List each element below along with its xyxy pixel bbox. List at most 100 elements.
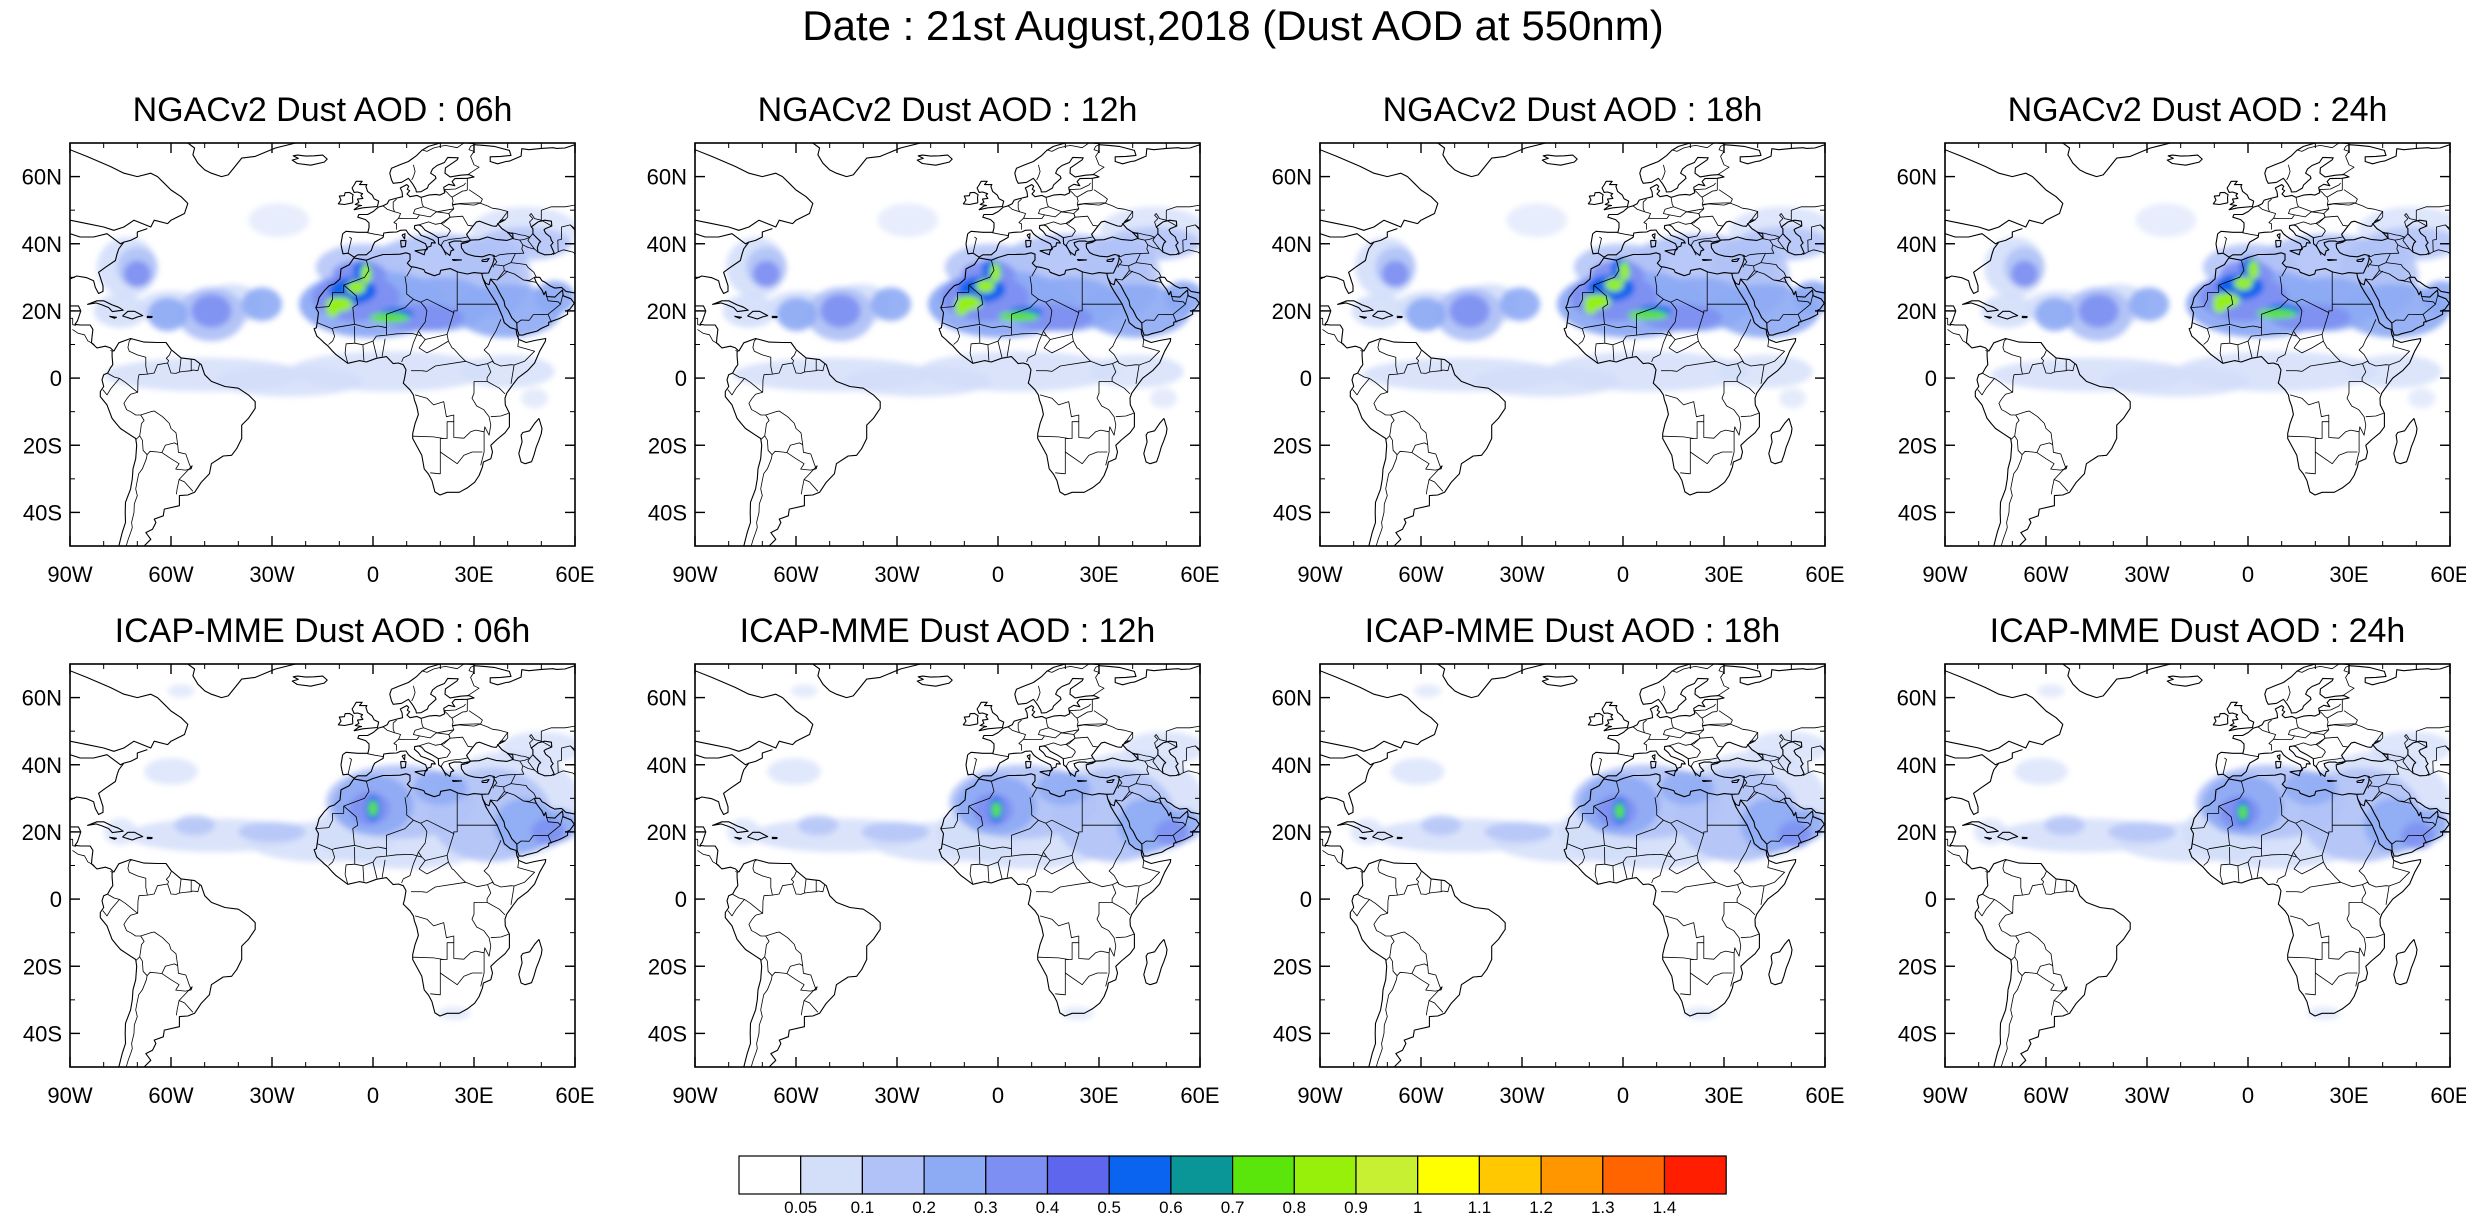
aod-contour — [1154, 819, 1189, 847]
lat-tick-label: 20S — [648, 954, 687, 979]
map-background — [1320, 143, 1825, 546]
aod-contour — [1499, 287, 1541, 321]
lon-tick-label: 90W — [47, 562, 92, 587]
aod-contour — [241, 287, 283, 321]
coastlines — [695, 664, 1200, 1067]
lat-tick-label: 20S — [1898, 433, 1937, 458]
aod-contour — [1036, 771, 1091, 806]
lat-tick-label: 20N — [22, 299, 62, 324]
dust-aod-field — [1973, 684, 2450, 1020]
country-borders — [70, 664, 575, 1067]
lat-tick-label: 0 — [1925, 887, 1937, 912]
lon-tick-label: 60E — [1180, 1083, 1219, 1108]
lon-tick-label: 60E — [555, 1083, 594, 1108]
lat-tick-label: 0 — [675, 366, 687, 391]
lon-tick-label: 90W — [1297, 562, 1342, 587]
aod-contour — [1405, 297, 1446, 332]
colorbar-label: 1.2 — [1529, 1198, 1553, 1215]
aod-contour — [975, 279, 995, 293]
lon-tick-label: 60E — [1805, 562, 1844, 587]
aod-contour — [2014, 758, 2068, 785]
map-background — [70, 664, 575, 1067]
aod-contour — [2135, 203, 2197, 237]
colorbar-box — [861, 1155, 925, 1195]
lon-tick-label: 0 — [367, 1083, 379, 1108]
lat-tick-label: 0 — [50, 887, 62, 912]
map-panel: 60N 40N 20N 0 20S 40S 90W 60W 30W 0 30E 60E — [1897, 142, 2466, 587]
colorbar-label: 0.3 — [974, 1198, 998, 1215]
lon-tick-label: 0 — [2242, 1083, 2254, 1108]
lat-tick-label: 40S — [1898, 500, 1937, 525]
colorbar-label: 0.4 — [1036, 1198, 1060, 1215]
lat-tick-label: 0 — [1300, 887, 1312, 912]
colorbar-box — [800, 1155, 864, 1195]
map-background — [695, 664, 1200, 1067]
lon-tick-label: 90W — [1922, 1083, 1967, 1108]
lat-tick-label: 60N — [647, 165, 687, 190]
panel-title: NGACv2 Dust AOD : 12h — [757, 91, 1138, 129]
lon-tick-label: 30W — [1499, 562, 1544, 587]
dust-aod-field — [1980, 203, 2450, 409]
aod-contour — [521, 388, 549, 409]
aod-contour — [325, 304, 340, 317]
country-borders — [695, 143, 1200, 546]
aod-contour — [767, 758, 822, 785]
aod-contour — [346, 280, 366, 295]
coastlines — [1320, 664, 1825, 1067]
lat-tick-label: 40N — [1897, 232, 1937, 257]
lat-tick-label: 40N — [1272, 753, 1312, 778]
lat-tick-label: 40N — [1272, 232, 1312, 257]
map-panel: 60N 40N 20N 0 20S 40S 90W 60W 30W 0 30E 60E — [647, 142, 1220, 587]
colorbar-box — [1602, 1155, 1666, 1195]
aod-contour — [368, 800, 378, 817]
lon-tick-label: 90W — [1297, 1083, 1342, 1108]
aod-contour — [776, 297, 817, 332]
coastlines — [1945, 143, 2450, 546]
lon-tick-label: 0 — [992, 562, 1004, 587]
lon-tick-label: 30E — [1079, 562, 1118, 587]
aod-contour — [1779, 388, 1807, 409]
aod-contour — [861, 821, 929, 842]
country-borders — [70, 143, 575, 546]
map-background — [1320, 664, 1825, 1067]
lon-tick-label: 30E — [2329, 562, 2368, 587]
colorbar-label: 1.3 — [1591, 1198, 1615, 1215]
lat-tick-label: 20S — [23, 954, 62, 979]
colorbar-box — [738, 1155, 802, 1195]
country-borders — [1320, 143, 1825, 546]
aod-contour — [752, 260, 780, 288]
country-borders — [1945, 143, 2450, 546]
lon-tick-label: 30E — [1704, 1083, 1743, 1108]
lon-tick-label: 60W — [148, 562, 193, 587]
lon-tick-label: 0 — [367, 562, 379, 587]
lon-tick-label: 60W — [2023, 562, 2068, 587]
map-background — [695, 143, 1200, 546]
lon-tick-label: 30W — [874, 1083, 919, 1108]
colorbar-box — [985, 1155, 1049, 1195]
aod-contour — [2044, 815, 2085, 836]
lat-tick-label: 40S — [23, 500, 62, 525]
lon-tick-label: 0 — [2242, 562, 2254, 587]
colorbar-label: 1 — [1413, 1198, 1422, 1215]
lat-tick-label: 60N — [22, 686, 62, 711]
aod-contour — [870, 287, 912, 321]
colorbar-label: 0.1 — [851, 1198, 875, 1215]
lat-tick-label: 20S — [23, 433, 62, 458]
aod-contour — [790, 684, 818, 698]
aod-contour — [500, 731, 575, 765]
lat-tick-label: 40S — [1273, 500, 1312, 525]
lon-tick-label: 30W — [2124, 562, 2169, 587]
lon-tick-label: 30W — [249, 1083, 294, 1108]
coastlines — [70, 664, 575, 1067]
aod-contour — [288, 351, 491, 392]
aod-contour — [820, 294, 861, 328]
aod-contour — [1546, 351, 1749, 392]
aod-contour — [877, 203, 939, 237]
aod-contour — [2283, 771, 2338, 806]
aod-contour — [2233, 276, 2253, 291]
lat-tick-label: 60N — [1897, 165, 1937, 190]
map-panel: 60N 40N 20N 0 20S 40S 90W 60W 30W 0 30E 60E — [22, 142, 595, 587]
aod-contour — [797, 815, 839, 836]
lon-tick-label: 60W — [2023, 1083, 2068, 1108]
aod-contour — [144, 758, 198, 785]
